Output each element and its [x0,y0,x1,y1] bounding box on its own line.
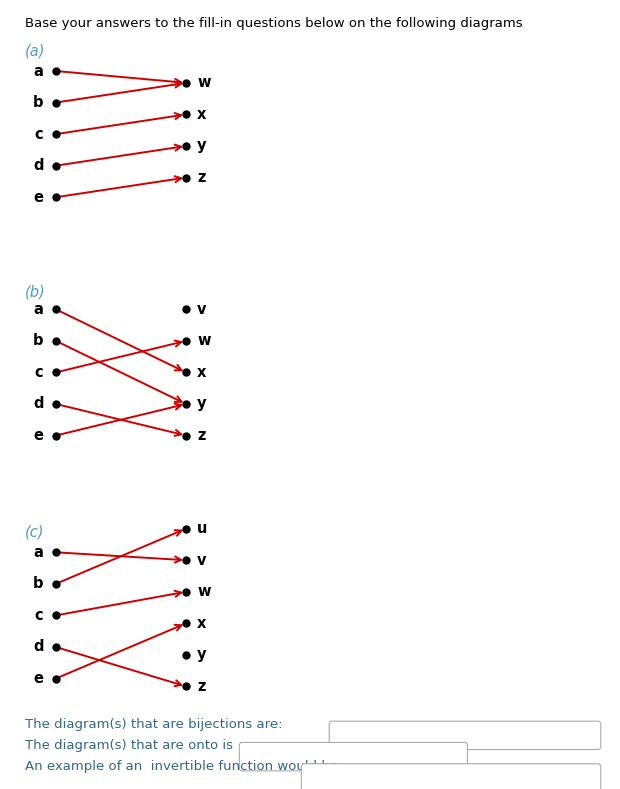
Text: d: d [33,158,43,174]
Text: z: z [197,170,206,185]
Text: a: a [33,544,43,560]
Text: u: u [197,521,208,537]
Text: An example of an  invertible function would be:: An example of an invertible function wou… [25,761,342,773]
Text: b: b [33,95,43,110]
Text: w: w [197,584,211,600]
Text: c: c [35,608,43,623]
Text: y: y [197,647,206,663]
Text: x: x [197,107,206,122]
Text: e: e [33,428,43,443]
Text: v: v [197,301,206,317]
Text: x: x [197,365,206,380]
Text: z: z [197,428,206,443]
Text: y: y [197,138,206,154]
Text: e: e [33,189,43,205]
Text: c: c [35,126,43,142]
Text: (c): (c) [25,525,44,540]
Text: (a): (a) [25,43,45,58]
Text: d: d [33,396,43,412]
Text: x: x [197,615,206,631]
Text: c: c [35,365,43,380]
Text: w: w [197,333,211,349]
Text: The diagram(s) that are bijections are:: The diagram(s) that are bijections are: [25,718,282,731]
Text: The diagram(s) that are onto is: The diagram(s) that are onto is [25,739,233,752]
Text: v: v [197,552,206,568]
Text: z: z [197,679,206,694]
Text: e: e [33,671,43,686]
Text: y: y [197,396,206,412]
Text: a: a [33,63,43,79]
Text: d: d [33,639,43,655]
Text: (b): (b) [25,284,45,299]
Text: b: b [33,333,43,349]
Text: b: b [33,576,43,592]
Text: Base your answers to the fill-in questions below on the following diagrams: Base your answers to the fill-in questio… [25,17,523,30]
FancyBboxPatch shape [239,742,467,771]
FancyBboxPatch shape [329,721,601,750]
Text: a: a [33,301,43,317]
Text: w: w [197,75,211,91]
FancyBboxPatch shape [301,764,601,789]
